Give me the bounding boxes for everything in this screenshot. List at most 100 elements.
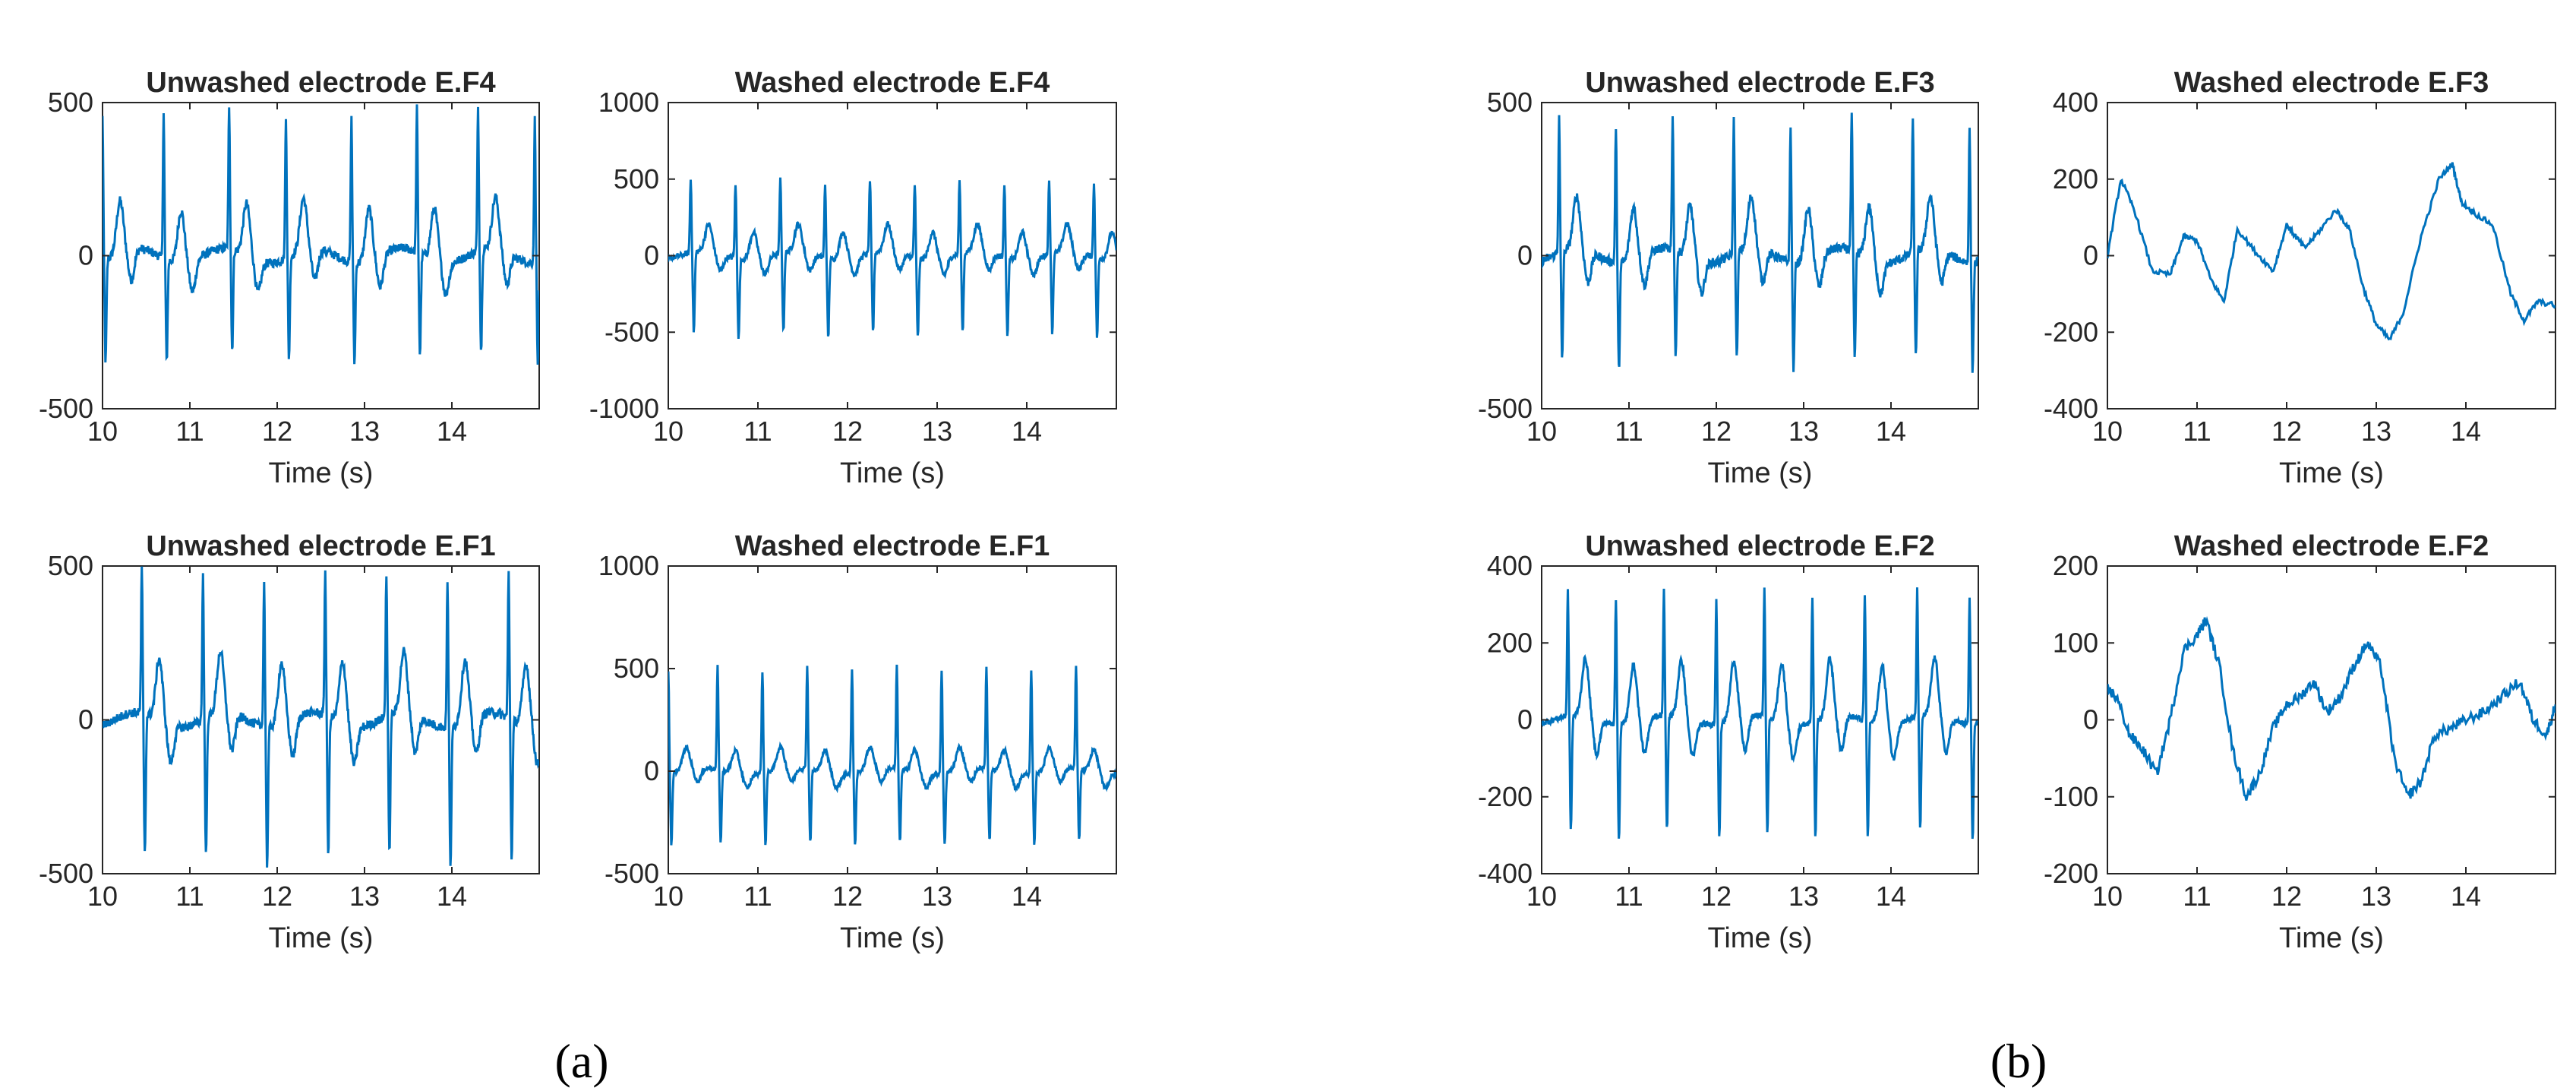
x-axis-label: Time (s) [269, 457, 374, 489]
y-tick-label: 500 [48, 87, 93, 118]
y-tick-label: -500 [1478, 393, 1533, 424]
y-tick-label: -200 [1478, 781, 1533, 812]
x-tick-label: 12 [262, 416, 292, 447]
y-tick-label: 500 [614, 163, 659, 194]
x-tick-label: 13 [349, 881, 380, 912]
x-axis-label: Time (s) [840, 922, 945, 954]
y-tick-label: 0 [78, 240, 93, 271]
chart-title: Washed electrode E.F2 [2174, 530, 2489, 562]
y-tick-label: 400 [2053, 87, 2098, 118]
y-tick-label: 500 [48, 550, 93, 581]
chart-panel-4: Washed electrode E.F3 10 11 12 13 14 -400 -200 0… [2044, 67, 2556, 489]
y-tick-label: 0 [644, 755, 659, 786]
plot-area [102, 565, 540, 874]
y-tick-label: 1000 [598, 550, 659, 581]
y-tick-label: 1000 [598, 87, 659, 118]
y-tick-label: 200 [2053, 163, 2098, 194]
x-tick-label: 10 [87, 416, 118, 447]
series-line-signal [103, 104, 539, 365]
x-tick-label: 11 [1615, 881, 1643, 912]
y-tick-label: 200 [1487, 627, 1533, 658]
x-tick-label: 14 [437, 881, 467, 912]
x-tick-label: 10 [1526, 881, 1557, 912]
x-tick-label: 10 [653, 881, 683, 912]
x-tick-label: 14 [1012, 881, 1042, 912]
x-tick-label: 12 [1701, 416, 1732, 447]
chart-panel-7: Unwashed electrode E.F2 10 11 12 13 14 -400 -20… [1478, 530, 1979, 954]
y-tick-label: -200 [2044, 316, 2098, 347]
chart-title: Unwashed electrode E.F2 [1585, 530, 1934, 562]
chart-title: Washed electrode E.F4 [735, 67, 1050, 99]
chart-panel-5: Unwashed electrode E.F1 10 11 12 13 14 -500 0 50… [39, 530, 540, 954]
chart-title: Unwashed electrode E.F3 [1585, 67, 1934, 99]
y-tick-label: -100 [2044, 781, 2098, 812]
x-tick-label: 11 [2183, 881, 2211, 912]
series-line-signal [668, 664, 1116, 846]
x-tick-label: 13 [922, 416, 952, 447]
x-axis-label: Time (s) [2279, 457, 2384, 489]
x-tick-label: 10 [2092, 416, 2123, 447]
x-tick-label: 14 [2451, 416, 2481, 447]
x-tick-label: 12 [1701, 881, 1732, 912]
x-tick-label: 12 [2271, 881, 2302, 912]
x-tick-label: 13 [2361, 416, 2391, 447]
chart-panel-3: Unwashed electrode E.F3 10 11 12 13 14 -500 0 50… [1478, 67, 1979, 489]
chart-title: Unwashed electrode E.F1 [146, 530, 495, 562]
x-tick-label: 12 [262, 881, 292, 912]
x-tick-label: 11 [175, 416, 204, 447]
x-tick-label: 14 [1876, 881, 1906, 912]
y-tick-label: 200 [2053, 550, 2098, 581]
y-tick-label: 100 [2053, 627, 2098, 658]
series-line-signal [2107, 162, 2555, 341]
plot-area [2107, 102, 2556, 410]
y-tick-label: 500 [1487, 87, 1533, 118]
x-tick-label: 10 [87, 881, 118, 912]
plot-area [668, 565, 1117, 874]
x-axis-label: Time (s) [1708, 922, 1813, 954]
x-tick-label: 11 [743, 416, 772, 447]
x-tick-label: 12 [2271, 416, 2302, 447]
x-tick-label: 10 [1526, 416, 1557, 447]
y-tick-label: 0 [2083, 704, 2098, 735]
panel-label-b: (b) [1990, 1034, 2047, 1088]
x-tick-label: 11 [175, 881, 204, 912]
y-tick-label: -500 [605, 858, 659, 889]
y-tick-label: -500 [39, 858, 93, 889]
x-tick-label: 14 [437, 416, 467, 447]
x-tick-label: 12 [832, 881, 863, 912]
y-tick-label: 400 [1487, 550, 1533, 581]
x-tick-label: 11 [743, 881, 772, 912]
y-tick-label: 0 [2083, 240, 2098, 271]
y-tick-label: 0 [644, 240, 659, 271]
series-line-signal [1542, 587, 1978, 840]
chart-panel-1: Unwashed electrode E.F4 10 11 12 13 14 -500 0 50… [39, 67, 540, 489]
x-tick-label: 11 [2183, 416, 2211, 447]
x-tick-label: 10 [653, 416, 683, 447]
y-tick-label: -400 [2044, 393, 2098, 424]
x-tick-label: 14 [1876, 416, 1906, 447]
x-tick-label: 11 [1615, 416, 1643, 447]
y-tick-label: 0 [1517, 704, 1533, 735]
x-tick-label: 13 [922, 881, 952, 912]
y-tick-label: -1000 [589, 393, 659, 424]
plot-area [2107, 565, 2556, 874]
chart-panel-6: Washed electrode E.F1 10 11 12 13 14 -500 0 500 1… [598, 530, 1117, 954]
y-tick-label: -500 [39, 393, 93, 424]
y-tick-label: -400 [1478, 858, 1533, 889]
x-tick-label: 14 [2451, 881, 2481, 912]
y-tick-label: 0 [78, 704, 93, 735]
y-tick-label: -500 [605, 316, 659, 347]
series-line-signal [2107, 615, 2555, 801]
chart-title: Unwashed electrode E.F4 [146, 67, 495, 99]
series-line-signal [103, 566, 539, 868]
chart-panel-2: Washed electrode E.F4 10 11 12 13 14 -1000 -500… [589, 67, 1117, 489]
plot-area [668, 102, 1117, 410]
chart-title: Washed electrode E.F1 [735, 530, 1050, 562]
y-tick-label: 0 [1517, 240, 1533, 271]
panel-label-a: (a) [554, 1034, 608, 1088]
chart-panel-8: Washed electrode E.F2 10 11 12 13 14 -200 -100 0… [2044, 530, 2556, 954]
x-tick-label: 13 [1788, 881, 1819, 912]
x-axis-label: Time (s) [2279, 922, 2384, 954]
y-tick-label: -200 [2044, 858, 2098, 889]
